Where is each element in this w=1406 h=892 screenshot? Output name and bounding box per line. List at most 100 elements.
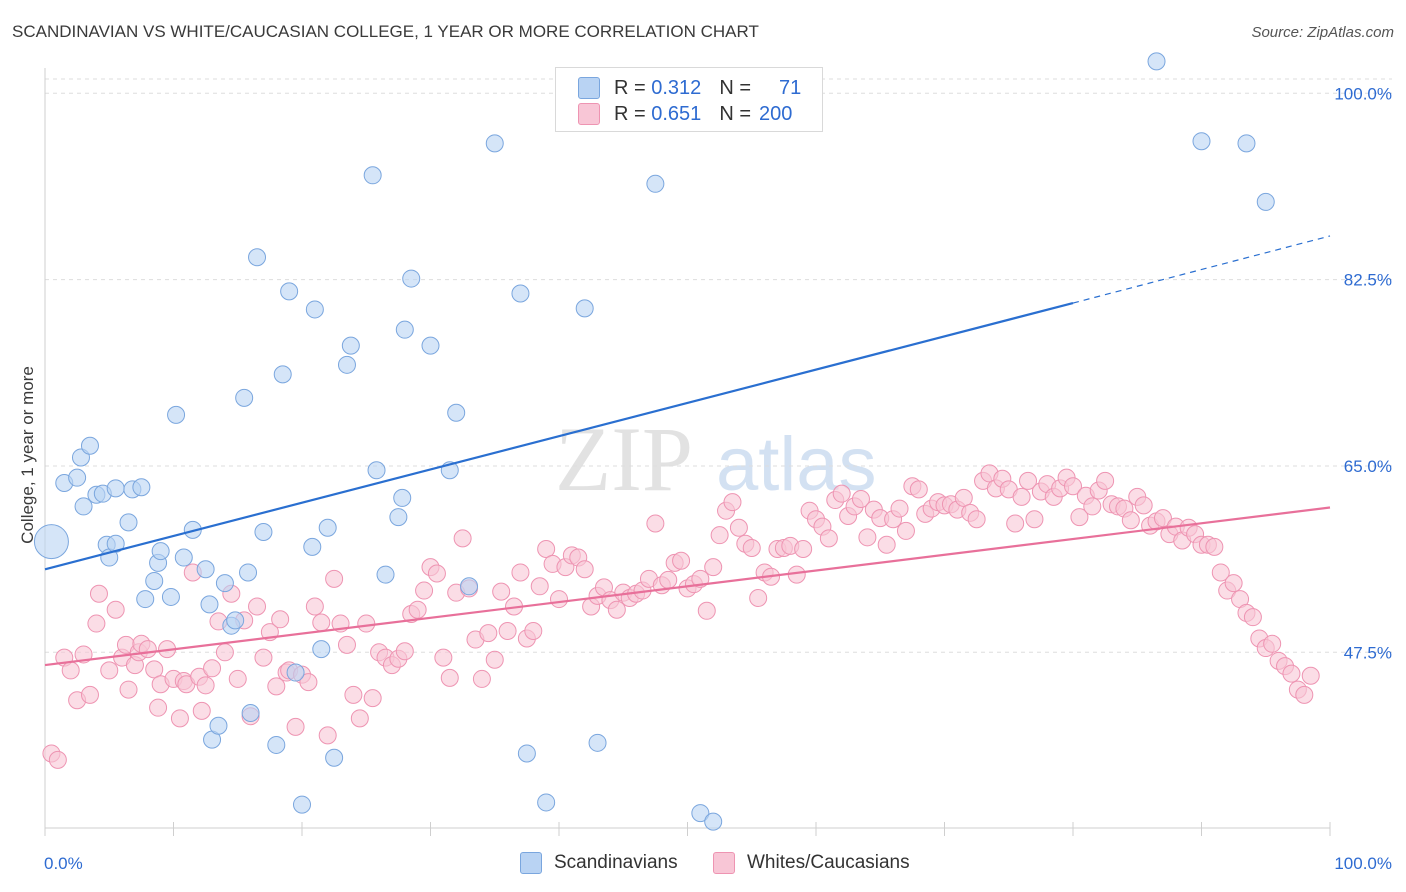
x-tick-label-min: 0.0% xyxy=(44,854,83,873)
y-tick-label: 47.5% xyxy=(1344,643,1392,662)
legend-r-value: 0.312 xyxy=(651,76,702,99)
white-caucasian-point xyxy=(415,581,434,600)
legend-row-whites: R = 0.651 N = 200 xyxy=(578,102,792,126)
white-caucasian-point xyxy=(271,610,290,629)
white-caucasian-point xyxy=(203,659,222,678)
white-caucasian-point xyxy=(196,676,215,695)
scandinavian-point xyxy=(421,336,440,355)
scandinavian-point xyxy=(119,513,138,532)
white-caucasian-point xyxy=(723,493,742,512)
scandinavian-point xyxy=(286,663,305,682)
white-caucasian-point xyxy=(819,529,838,548)
white-caucasian-point xyxy=(1211,563,1230,582)
white-caucasian-point xyxy=(74,645,93,664)
correlation-legend: R = 0.312 N = 71 R = 0.651 N = 200 xyxy=(555,67,823,132)
scandinavian-point xyxy=(267,735,286,754)
legend-swatch-pink xyxy=(578,103,600,125)
scandinavian-point xyxy=(303,537,322,556)
white-caucasian-point xyxy=(1282,664,1301,683)
white-caucasian-point xyxy=(1096,471,1115,490)
scandinavian-point xyxy=(235,388,254,407)
white-caucasian-point xyxy=(832,484,851,503)
white-caucasian-point xyxy=(145,660,164,679)
white-caucasian-point xyxy=(749,589,768,608)
legend-n-value: 71 xyxy=(779,76,802,99)
white-caucasian-point xyxy=(697,601,716,620)
white-caucasian-point xyxy=(215,643,234,662)
scandinavian-point xyxy=(1237,134,1256,153)
white-caucasian-point xyxy=(877,535,896,554)
white-caucasian-point xyxy=(742,538,761,557)
white-caucasian-point xyxy=(890,499,909,518)
white-caucasian-point xyxy=(1205,537,1224,556)
white-caucasian-point xyxy=(434,648,453,667)
chart-title: SCANDINAVIAN VS WHITE/CAUCASIAN COLLEGE,… xyxy=(12,22,759,41)
white-caucasian-point xyxy=(254,648,273,667)
white-caucasian-point xyxy=(48,750,67,769)
scandinavian-point xyxy=(312,640,331,659)
bottom-legend-swatch-blue xyxy=(520,852,542,874)
scandinavian-point xyxy=(151,542,170,561)
scandinavian-point xyxy=(402,269,421,288)
watermark-atlas: atlas xyxy=(716,422,877,507)
white-caucasian-point xyxy=(492,582,511,601)
white-caucasian-point xyxy=(537,540,556,559)
white-caucasian-point xyxy=(350,709,369,728)
scandinavian-point xyxy=(293,795,311,814)
white-caucasian-point xyxy=(286,717,305,736)
white-caucasian-point xyxy=(1295,685,1314,704)
scandinavian-point xyxy=(389,508,408,527)
white-caucasian-point xyxy=(530,577,549,596)
scandinavian-point xyxy=(74,497,93,516)
white-caucasian-point xyxy=(149,698,168,717)
scandinavian-point xyxy=(241,704,260,723)
white-caucasian-point xyxy=(479,624,498,643)
bottom-legend-whites: Whites/Caucasians xyxy=(713,852,910,874)
white-caucasian-point xyxy=(729,518,748,537)
scandinavian-point xyxy=(537,793,556,812)
white-caucasian-point xyxy=(408,600,427,619)
scandinavian-point xyxy=(80,436,99,455)
white-caucasian-point xyxy=(851,489,870,508)
white-caucasian-point xyxy=(192,701,211,720)
white-caucasian-point xyxy=(472,669,491,688)
scandinavian-point xyxy=(196,560,215,579)
white-caucasian-point xyxy=(896,521,915,540)
white-caucasian-point xyxy=(659,570,678,589)
white-caucasian-point xyxy=(498,622,517,641)
scandinavian-point xyxy=(161,587,180,606)
scandinavian-point xyxy=(1192,132,1211,151)
scandinavian-point xyxy=(33,524,69,560)
white-caucasian-point xyxy=(89,584,108,603)
scandinavian-point xyxy=(248,248,267,267)
legend-r-value: 0.651 xyxy=(651,102,702,125)
white-caucasian-point xyxy=(485,650,504,669)
white-caucasian-point xyxy=(299,673,318,692)
white-caucasian-point xyxy=(1019,471,1038,490)
scandinavian-point xyxy=(376,565,395,584)
scandinavian-point xyxy=(1256,192,1275,211)
scandinavian-point xyxy=(704,812,723,831)
bottom-legend-scandinavians: Scandinavians xyxy=(520,852,678,874)
x-tick-label-max: 100.0% xyxy=(1334,854,1392,873)
white-caucasian-point xyxy=(1006,514,1025,533)
white-caucasian-point xyxy=(138,640,157,659)
scandinavian-point xyxy=(341,336,360,355)
scandinavian-point xyxy=(280,282,299,301)
white-caucasian-point xyxy=(357,614,376,633)
white-caucasian-point xyxy=(794,540,813,559)
scandinavian-point xyxy=(305,300,324,319)
scandinavian-point xyxy=(517,744,536,763)
white-caucasian-point xyxy=(248,597,267,616)
scandinavian-point xyxy=(106,479,125,498)
scandinavian-point xyxy=(174,548,193,567)
white-caucasian-point xyxy=(312,613,331,632)
white-caucasian-point xyxy=(511,563,530,582)
source-label: Source: ZipAtlas.com xyxy=(1251,24,1394,41)
white-caucasian-point xyxy=(325,569,344,588)
scandinavian-point xyxy=(318,518,337,537)
scandinavian-point xyxy=(485,134,504,153)
scandinavian-point xyxy=(226,611,245,630)
watermark-zip: ZIP xyxy=(555,408,693,510)
scandinavian-point xyxy=(239,563,258,582)
